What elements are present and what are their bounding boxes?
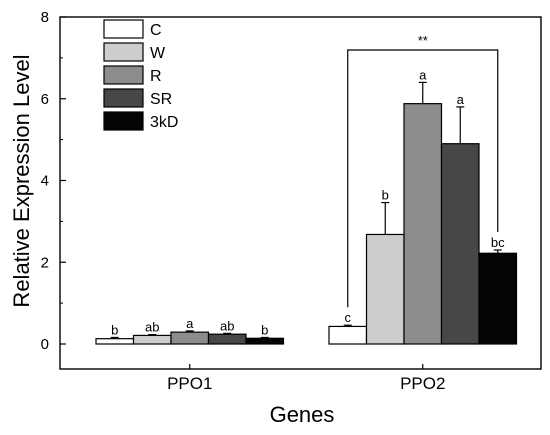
y-tick-label: 0: [41, 336, 49, 353]
x-tick-label: PPO2: [400, 374, 445, 393]
bar-ppo1-w: [132, 334, 172, 345]
bar-ppo1-3kd: [245, 337, 285, 345]
legend-label-r: R: [150, 68, 162, 85]
significance-letter: bc: [491, 235, 505, 250]
significance-letter: b: [382, 188, 389, 203]
significance-letter: ab: [145, 320, 159, 335]
bar-ppo2-3kd: [478, 252, 518, 345]
bar-ppo2-c: [328, 325, 368, 345]
bar-ppo1-c: [95, 338, 135, 345]
legend-swatch-3kd: [103, 111, 144, 131]
significance-letter: b: [111, 322, 118, 337]
significance-letter: b: [261, 322, 268, 337]
significance-stars: **: [418, 33, 428, 48]
legend-swatch-r: [103, 65, 144, 85]
significance-letter: a: [186, 316, 194, 331]
legend-label-sr: SR: [150, 91, 172, 108]
legend-label-w: W: [150, 45, 166, 62]
x-tick-label: PPO1: [167, 374, 212, 393]
legend: CWR SR 3kD: [103, 19, 178, 131]
legend-label-3kd: 3kD: [150, 114, 178, 131]
bar-ppo2-sr: [440, 143, 480, 345]
plot-border: [59, 16, 542, 370]
x-axis-title: Genes: [270, 402, 335, 427]
y-axis-title: Relative Expression Level: [9, 54, 34, 307]
y-tick-label: 8: [41, 9, 49, 26]
legend-label-c: C: [150, 22, 162, 39]
y-tick-label: 2: [41, 254, 49, 271]
significance-letter: c: [345, 310, 352, 325]
y-tick-label: 6: [41, 91, 49, 108]
significance-letter: ab: [220, 318, 234, 333]
significance-letter: a: [457, 92, 465, 107]
y-tick-label: 4: [41, 173, 49, 190]
bar-ppo2-w: [365, 233, 405, 345]
significance-bracket: [347, 49, 499, 308]
plot-frame: PPO1 PPO2 0 2 4 6 8: [41, 9, 542, 393]
legend-swatch-w: [103, 42, 144, 62]
legend-swatch-sr: [103, 88, 144, 108]
significance-letter: a: [419, 67, 427, 82]
legend-swatch-c: [103, 19, 144, 39]
bar-ppo1-sr: [207, 333, 247, 345]
bar-ppo1-r: [170, 331, 210, 345]
bar-ppo2-r: [403, 103, 443, 345]
